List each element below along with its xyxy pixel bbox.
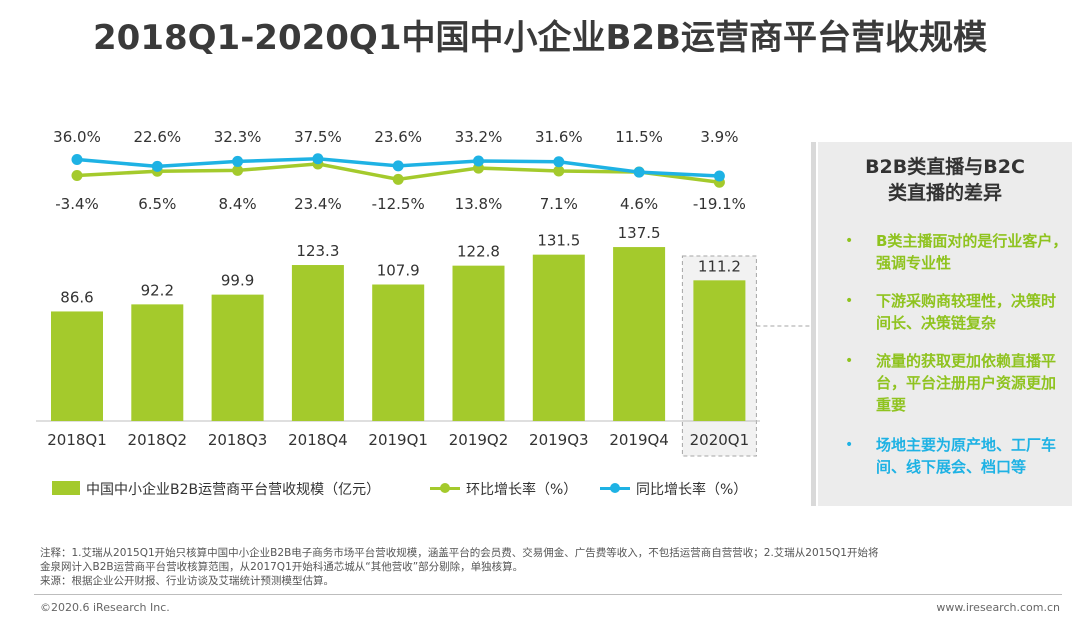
yoy-point — [473, 155, 484, 167]
mom-value-label: 7.1% — [540, 195, 578, 213]
legend-dot-icon — [610, 483, 620, 493]
side-item-text: 下游采购商较理性，决策时间长、决策链复杂 — [876, 292, 1057, 332]
bar — [532, 254, 585, 421]
bar — [211, 294, 264, 421]
bar-value-label: 92.2 — [141, 281, 174, 299]
source-line: 来源：根据企业公开财报、行业访谈及艾瑞统计预测模型估算。 — [40, 575, 334, 587]
yoy-point — [713, 170, 725, 182]
yoy-value-label: 31.6% — [535, 128, 583, 146]
yoy-value-label: 32.3% — [214, 128, 262, 146]
bullet-icon: • — [845, 293, 854, 309]
bar — [452, 265, 505, 421]
bar — [372, 284, 425, 421]
x-tick-label: 2019Q4 — [609, 431, 669, 449]
x-tick-label: 2018Q3 — [208, 431, 268, 449]
yoy-point — [312, 153, 324, 165]
yoy-point — [151, 160, 163, 172]
bar-value-label: 123.3 — [296, 242, 339, 260]
yoy-value-label: 36.0% — [53, 128, 101, 146]
mom-value-label: -19.1% — [693, 195, 746, 213]
chart-area: 86.6 2018Q1 92.2 2018Q2 99.9 2018Q3 123.3 2018Q… — [36, 128, 810, 457]
bar — [613, 247, 666, 421]
bar-value-label: 111.2 — [698, 257, 741, 275]
bar-value-label: 107.9 — [377, 262, 420, 280]
x-tick-label: 2019Q3 — [529, 431, 589, 449]
bar-value-label: 122.8 — [457, 243, 500, 261]
bar-value-label: 131.5 — [537, 232, 580, 250]
x-tick-label: 2019Q1 — [368, 431, 428, 449]
x-tick-label: 2019Q2 — [449, 431, 509, 449]
footer-website: www.iresearch.com.cn — [936, 601, 1060, 614]
bar-value-label: 99.9 — [221, 272, 254, 290]
chart-notes: 注释：1.艾瑞从2015Q1开始只核算中国中小企业B2B电子商务市场平台营收规模… — [40, 546, 1050, 588]
mom-value-label: 4.6% — [620, 195, 658, 213]
yoy-value-label: 33.2% — [455, 128, 503, 146]
x-tick-label: 2018Q2 — [128, 431, 188, 449]
bar — [693, 280, 746, 421]
page-title: 2018Q1-2020Q1中国中小企业B2B运营商平台营收规模 — [93, 18, 987, 58]
x-tick-label: 2018Q4 — [288, 431, 348, 449]
yoy-value-label: 11.5% — [615, 128, 663, 146]
bar-value-label: 137.5 — [618, 224, 661, 242]
legend-label: 环比增长率（%） — [466, 482, 578, 498]
side-item-text: B类主播面对的是行业客户，强调专业性 — [876, 232, 1068, 272]
yoy-value-label: 3.9% — [700, 128, 738, 146]
bar — [51, 311, 103, 421]
bullet-icon: • — [845, 353, 854, 369]
mom-value-label: -3.4% — [55, 195, 99, 213]
mom-point — [232, 164, 244, 176]
x-tick-label: 2020Q1 — [690, 431, 750, 449]
side-item-text: 流量的获取更加依赖直播平台，平台注册用户资源更加重要 — [876, 352, 1057, 414]
side-heading-line2: 类直播的差异 — [887, 182, 1002, 204]
mom-value-label: 23.4% — [294, 195, 342, 213]
legend-label: 同比增长率（%） — [636, 482, 748, 498]
side-heading-line1: B2B类直播与B2C — [865, 156, 1025, 178]
yoy-point — [71, 154, 83, 166]
legend-dot-icon — [440, 483, 450, 493]
legend-bar-swatch-icon — [52, 481, 80, 495]
legend-label: 中国中小企业B2B运营商平台营收规模（亿元） — [86, 482, 381, 498]
bullet-icon: • — [845, 437, 854, 453]
yoy-point — [392, 160, 404, 172]
bar-value-label: 86.6 — [60, 288, 93, 306]
mom-value-label: 13.8% — [455, 195, 503, 213]
side-panel: B2B类直播与B2C 类直播的差异 • B类主播面对的是行业客户，强调专业性 •… — [811, 142, 1072, 506]
mom-value-label: 8.4% — [219, 195, 257, 213]
x-tick-label: 2018Q1 — [47, 431, 107, 449]
yoy-point — [232, 155, 244, 167]
mom-point — [71, 169, 83, 181]
yoy-point — [553, 156, 565, 168]
footer-copyright: ©2020.6 iResearch Inc. — [40, 601, 170, 614]
footer-divider — [34, 594, 1062, 595]
yoy-value-label: 23.6% — [374, 128, 422, 146]
note-line: 金泉网计入B2B运营商平台营收核算范围，从2017Q1开始科通芯城从“其他营收”… — [40, 561, 524, 573]
mom-point — [553, 165, 565, 177]
bar — [291, 265, 344, 421]
note-line: 注释：1.艾瑞从2015Q1开始只核算中国中小企业B2B电子商务市场平台营收规模… — [40, 547, 879, 559]
bar — [131, 304, 184, 421]
bullet-icon: • — [845, 233, 854, 249]
mom-value-label: 6.5% — [138, 195, 176, 213]
side-panel-heading: B2B类直播与B2C 类直播的差异 — [818, 154, 1072, 206]
mom-point — [392, 173, 404, 185]
side-item-text: 场地主要为原产地、工厂车间、线下展会、档口等 — [876, 436, 1057, 476]
mom-value-label: -12.5% — [372, 195, 425, 213]
yoy-value-label: 37.5% — [294, 128, 342, 146]
yoy-point — [633, 166, 645, 178]
yoy-value-label: 22.6% — [133, 128, 181, 146]
